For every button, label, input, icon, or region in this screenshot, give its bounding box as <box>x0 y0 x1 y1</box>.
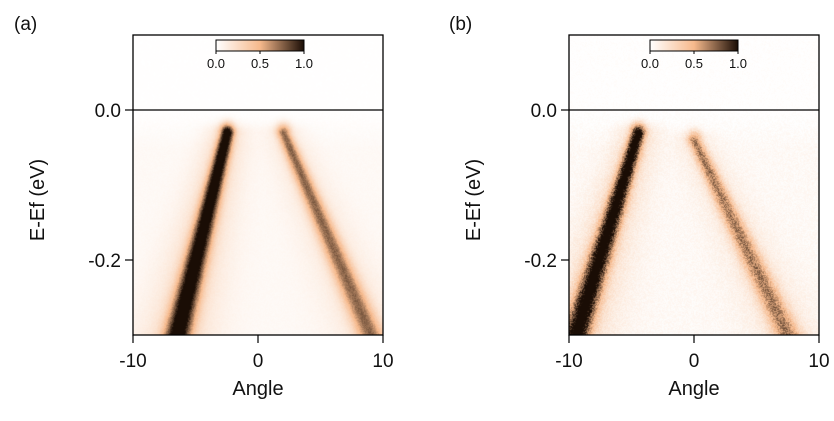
x-axis-title: Angle <box>232 378 283 400</box>
y-tick-label: 0.0 <box>531 101 557 122</box>
x-tick-label: -10 <box>119 351 146 372</box>
x-tick-label: 0 <box>689 351 700 372</box>
colorbar-tick-label: 0.5 <box>251 56 269 71</box>
y-axis-title: E-Ef (eV) <box>27 159 49 241</box>
colorbar-tick-label: 1.0 <box>295 56 313 71</box>
y-tick-label: -0.2 <box>524 251 557 272</box>
colorbar-gradient <box>215 39 305 52</box>
y-axis-title: E-Ef (eV) <box>463 159 485 241</box>
y-tick-label: 0.0 <box>95 101 121 122</box>
heatmap-image <box>133 35 383 335</box>
x-tick-label: 0 <box>253 351 264 372</box>
colorbar: 0.0 0.5 1.0 <box>207 39 313 71</box>
panel-b: -10 0 10 0.0 -0.2 Angle E-Ef (eV) (b) 0.0 0.5 1.0 <box>449 14 830 400</box>
x-tick-label: 10 <box>372 351 393 372</box>
panel-label: (a) <box>14 14 37 35</box>
y-tick-label: -0.2 <box>88 251 121 272</box>
x-axis-title: Angle <box>668 378 719 400</box>
colorbar-tick-label: 1.0 <box>729 56 747 71</box>
panel-a: -10 0 10 0.0 -0.2 Angle E-Ef (eV) (a) 0.0 0.5 1.0 <box>14 14 394 400</box>
colorbar-tick-label: 0.0 <box>641 56 659 71</box>
colorbar-gradient <box>649 39 739 52</box>
colorbar-tick-label: 0.5 <box>685 56 703 71</box>
x-tick-label: -10 <box>555 351 582 372</box>
heatmap-image <box>569 35 819 335</box>
colorbar: 0.0 0.5 1.0 <box>641 39 747 71</box>
panel-label: (b) <box>449 14 472 35</box>
x-tick-label: 10 <box>808 351 829 372</box>
colorbar-tick-label: 0.0 <box>207 56 225 71</box>
